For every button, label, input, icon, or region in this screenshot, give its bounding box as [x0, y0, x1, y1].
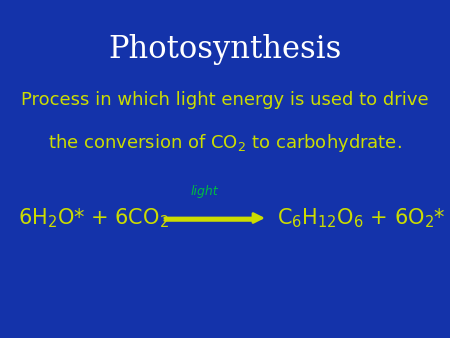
Text: Process in which light energy is used to drive: Process in which light energy is used to…: [21, 91, 429, 109]
Text: light: light: [191, 185, 219, 198]
Text: 6H$_2$O* + 6CO$_2$: 6H$_2$O* + 6CO$_2$: [18, 206, 169, 230]
Text: the conversion of CO$_2$ to carbohydrate.: the conversion of CO$_2$ to carbohydrate…: [48, 132, 402, 154]
Text: C$_6$H$_{12}$O$_6$ + 6O$_2$*: C$_6$H$_{12}$O$_6$ + 6O$_2$*: [277, 206, 446, 230]
Text: Photosynthesis: Photosynthesis: [108, 34, 342, 65]
